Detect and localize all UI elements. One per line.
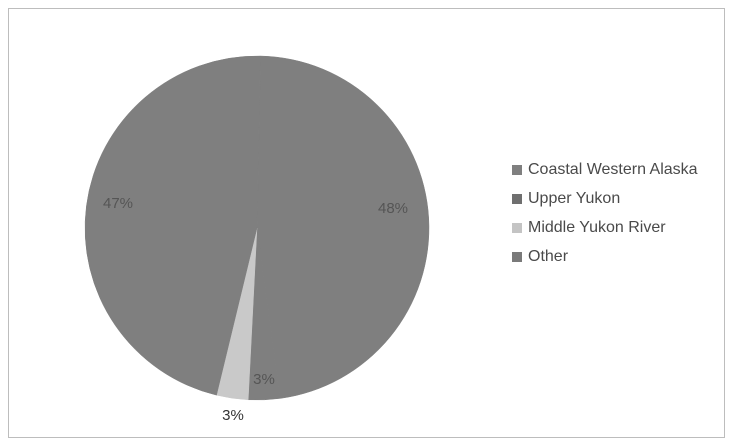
legend-item-other: Other <box>512 248 698 266</box>
legend: Coastal Western Alaska Upper Yukon Middl… <box>512 161 698 266</box>
legend-item-upper-yukon: Upper Yukon <box>512 190 698 208</box>
legend-label: Middle Yukon River <box>528 219 666 236</box>
legend-label: Coastal Western Alaska <box>528 161 698 178</box>
legend-item-coastal-western-alaska: Coastal Western Alaska <box>512 161 698 179</box>
legend-swatch <box>512 165 522 175</box>
legend-swatch <box>512 223 522 233</box>
legend-label: Upper Yukon <box>528 190 621 207</box>
legend-label: Other <box>528 248 569 265</box>
data-label-middle-yukon-river: 3% <box>253 371 275 388</box>
legend-swatch <box>512 194 522 204</box>
legend-swatch <box>512 252 522 262</box>
legend-item-middle-yukon-river: Middle Yukon River <box>512 219 698 237</box>
data-label-other: 3% <box>222 407 244 424</box>
pie-slice-coastal-western-alaska <box>256 55 430 399</box>
pie-slice-upper-yukon <box>84 55 261 396</box>
data-label-coastal-western-alaska: 48% <box>378 200 408 217</box>
data-label-upper-yukon: 47% <box>103 195 133 212</box>
